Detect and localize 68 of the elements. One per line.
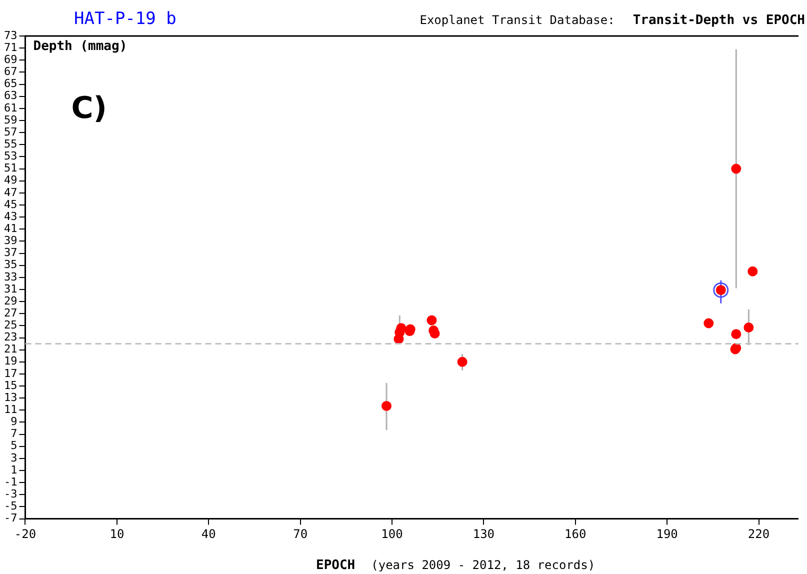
y-tick-label: 5 [10, 439, 18, 452]
y-tick-label: 27 [4, 306, 18, 320]
y-tick-label: 3 [10, 451, 18, 464]
point [426, 315, 437, 326]
y-tick-label: 7 [10, 427, 18, 440]
y-tick-label: 45 [4, 198, 18, 211]
y-tick-label: 67 [4, 65, 18, 78]
text: Exoplanet Transit Database: [420, 13, 615, 27]
point [744, 322, 754, 332]
y-tick-label: 31 [4, 282, 18, 296]
y-tick-label: 13 [4, 390, 18, 404]
point [713, 282, 729, 298]
y-tick-label: -1 [4, 475, 18, 488]
point [430, 328, 440, 339]
text: (years 2009 - 2012, 18 records) [371, 558, 596, 572]
y-tick-label: -5 [4, 500, 18, 513]
chart-subtitle: Transit-Depth vs EPOCH [632, 13, 805, 28]
y-tick-label: 71 [4, 40, 18, 54]
x-tick-label: 190 [656, 527, 678, 542]
y-tick-label: 21 [4, 342, 18, 356]
y-tick-label: 25 [4, 318, 18, 332]
y-tick-label: 43 [4, 210, 18, 223]
x-tick-label: 160 [564, 527, 586, 542]
y-tick-label: 55 [4, 137, 18, 150]
point [748, 266, 758, 276]
y-tick-label: 59 [4, 113, 18, 126]
y-tick-label: 41 [4, 222, 18, 235]
y-tick-label: 65 [4, 77, 18, 90]
annotation: C) [71, 91, 107, 126]
y-tick-label: 63 [4, 89, 18, 102]
y-tick-label: 61 [4, 101, 18, 114]
y-tick-label: 19 [4, 354, 18, 368]
y-tick-label: 73 [4, 28, 18, 42]
y-tick-label: 69 [4, 53, 18, 66]
chart-title: HAT-P-19 b [74, 9, 176, 29]
y-tick-label: 47 [4, 186, 18, 199]
y-tick-label: 33 [4, 270, 18, 284]
x-axis-title: EPOCH [316, 558, 356, 573]
x-tick-label: 40 [201, 527, 216, 542]
y-tick-label: 1 [10, 463, 18, 476]
y-tick-label: 53 [4, 150, 18, 163]
y-tick-label: 11 [4, 403, 18, 416]
point [731, 164, 742, 174]
y-tick-label: 9 [10, 415, 18, 428]
y-tick-label: 15 [4, 378, 18, 392]
y-tick-label: 17 [4, 366, 18, 380]
x-tick-label: 100 [381, 527, 403, 542]
y-tick-label: -7 [4, 512, 18, 525]
y-tick-label: 51 [4, 162, 18, 175]
point [457, 356, 468, 367]
x-tick-label: 10 [110, 527, 124, 542]
y-tick-label: 37 [4, 246, 18, 260]
x-tick-label: 70 [293, 527, 308, 542]
y-tick-label: 29 [4, 294, 18, 308]
y-tick-label: 57 [4, 125, 18, 138]
point [704, 318, 714, 328]
y-tick-label: 39 [4, 234, 18, 248]
point [731, 329, 742, 340]
y-tick-label: 35 [4, 258, 18, 272]
x-tick-label: 130 [472, 527, 495, 542]
y-tick-label: 23 [4, 330, 18, 344]
y-tick-label: -3 [4, 488, 18, 501]
x-tick-label: -20 [14, 527, 36, 542]
y-axis-title: Depth (mmag) [33, 39, 128, 54]
x-tick-label: 220 [748, 527, 770, 542]
y-tick-label: 49 [4, 174, 18, 187]
point [396, 323, 406, 334]
point [382, 400, 392, 411]
